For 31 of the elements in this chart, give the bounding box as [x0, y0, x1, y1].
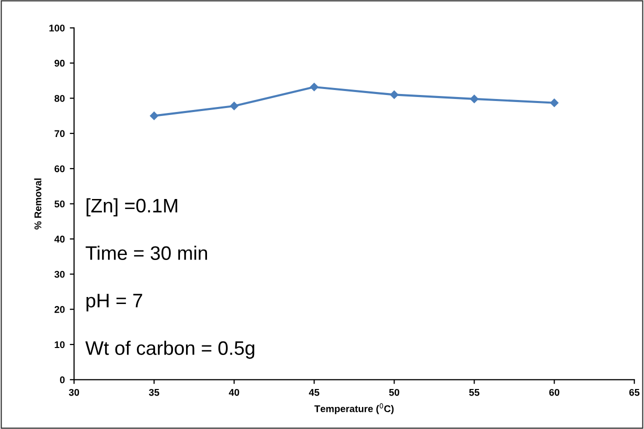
point	[310, 82, 318, 92]
y-tick-label: 0	[60, 376, 65, 384]
y-tick-label: 50	[54, 200, 65, 208]
annotation: Time = 30 min	[86, 246, 208, 260]
y-tick-label: 20	[54, 306, 65, 313]
y-tick-label: 100	[49, 24, 65, 32]
x-tick-label: 45	[308, 389, 320, 396]
point	[230, 102, 238, 110]
x-tick-label: 35	[148, 388, 160, 396]
x-tick-label: 55	[469, 389, 480, 396]
point	[470, 94, 478, 104]
y-tick-label: 70	[54, 130, 65, 138]
y-tick-label: 80	[54, 94, 65, 102]
point	[150, 112, 158, 120]
y-tick-label: 60	[54, 165, 65, 172]
y-axis-title: % Removal	[34, 178, 42, 230]
x-tick-label: 40	[228, 388, 240, 396]
annotation: pH = 7	[86, 294, 142, 312]
x-tick-label: 30	[68, 388, 80, 396]
x-axis-title: Temperature ($^{0}$C)	[314, 403, 394, 414]
x-tick-label: 60	[549, 388, 560, 396]
point	[550, 98, 558, 107]
annotation: Wt of carbon = 0.5g	[85, 340, 254, 359]
x-tick-label: 50	[389, 388, 400, 396]
y-tick-label: 90	[54, 60, 65, 67]
x-tick-label: 65	[629, 388, 640, 396]
y-tick-label: 10	[54, 341, 65, 348]
y-tick-label: 30	[54, 270, 65, 278]
point	[390, 90, 398, 99]
annotation: [Zn] =0.1M	[86, 198, 178, 216]
y-tick-label: 40	[54, 236, 65, 243]
